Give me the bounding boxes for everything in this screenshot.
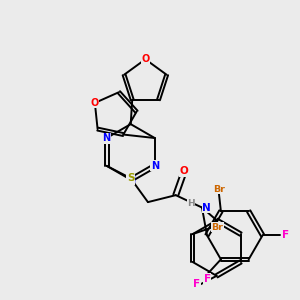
Text: N: N xyxy=(127,175,135,185)
Text: Br: Br xyxy=(211,223,223,232)
Text: H: H xyxy=(188,199,195,208)
Text: F: F xyxy=(193,279,200,289)
Text: N: N xyxy=(151,161,159,171)
Text: N: N xyxy=(103,133,111,143)
Text: O: O xyxy=(141,54,149,64)
Text: O: O xyxy=(180,166,189,176)
Text: Br: Br xyxy=(213,185,225,194)
Text: S: S xyxy=(127,173,134,183)
Text: F: F xyxy=(204,274,211,284)
Text: F: F xyxy=(282,230,289,240)
Text: N: N xyxy=(202,202,211,212)
Text: O: O xyxy=(91,98,99,108)
